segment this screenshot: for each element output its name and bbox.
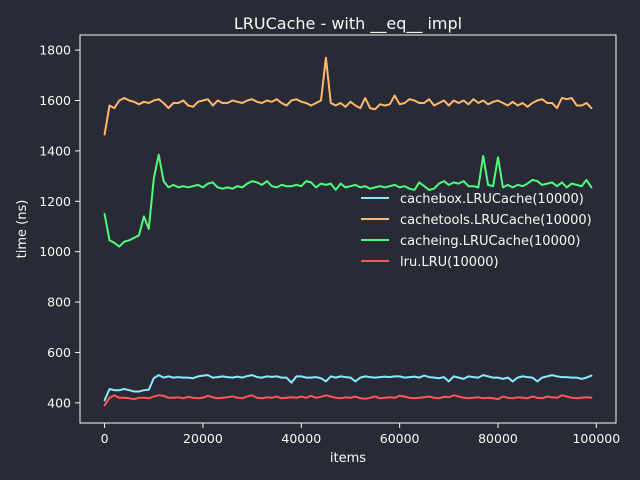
legend-label-2: cacheing.LRUCache(10000) bbox=[400, 234, 580, 249]
legend-label-1: cachetools.LRUCache(10000) bbox=[400, 213, 592, 228]
chart-title: LRUCache - with __eq__ impl bbox=[234, 14, 462, 34]
x-tick-label: 80000 bbox=[478, 431, 518, 446]
plot-area bbox=[103, 56, 593, 407]
series-line-3 bbox=[103, 394, 593, 407]
series-line-0 bbox=[103, 374, 593, 402]
series-line-2 bbox=[103, 153, 593, 248]
series-line-1 bbox=[103, 56, 593, 136]
y-tick-label: 1800 bbox=[39, 43, 71, 58]
legend-label-3: lru.LRU(10000) bbox=[400, 255, 499, 270]
x-tick-label: 100000 bbox=[572, 431, 620, 446]
x-tick-label: 0 bbox=[101, 431, 109, 446]
x-axis-ticks: 0 20000 40000 60000 80000 100000 bbox=[101, 423, 620, 446]
y-tick-label: 1600 bbox=[39, 93, 71, 108]
y-tick-label: 600 bbox=[47, 345, 71, 360]
y-tick-label: 400 bbox=[47, 395, 71, 410]
legend: cachebox.LRUCache(10000) cachetools.LRUCa… bbox=[361, 192, 592, 270]
y-tick-label: 1200 bbox=[39, 194, 71, 209]
y-axis-label: time (ns) bbox=[15, 200, 30, 259]
x-tick-label: 60000 bbox=[380, 431, 420, 446]
x-tick-label: 20000 bbox=[183, 431, 223, 446]
x-tick-label: 40000 bbox=[281, 431, 321, 446]
x-axis-label: items bbox=[330, 451, 366, 466]
y-axis-ticks: 400 600 800 1000 1200 1400 1600 1800 bbox=[39, 43, 80, 410]
y-tick-label: 1000 bbox=[39, 244, 71, 259]
y-tick-label: 1400 bbox=[39, 143, 71, 158]
y-tick-label: 800 bbox=[47, 295, 71, 310]
axes-frame bbox=[79, 34, 617, 424]
legend-label-0: cachebox.LRUCache(10000) bbox=[400, 192, 584, 207]
